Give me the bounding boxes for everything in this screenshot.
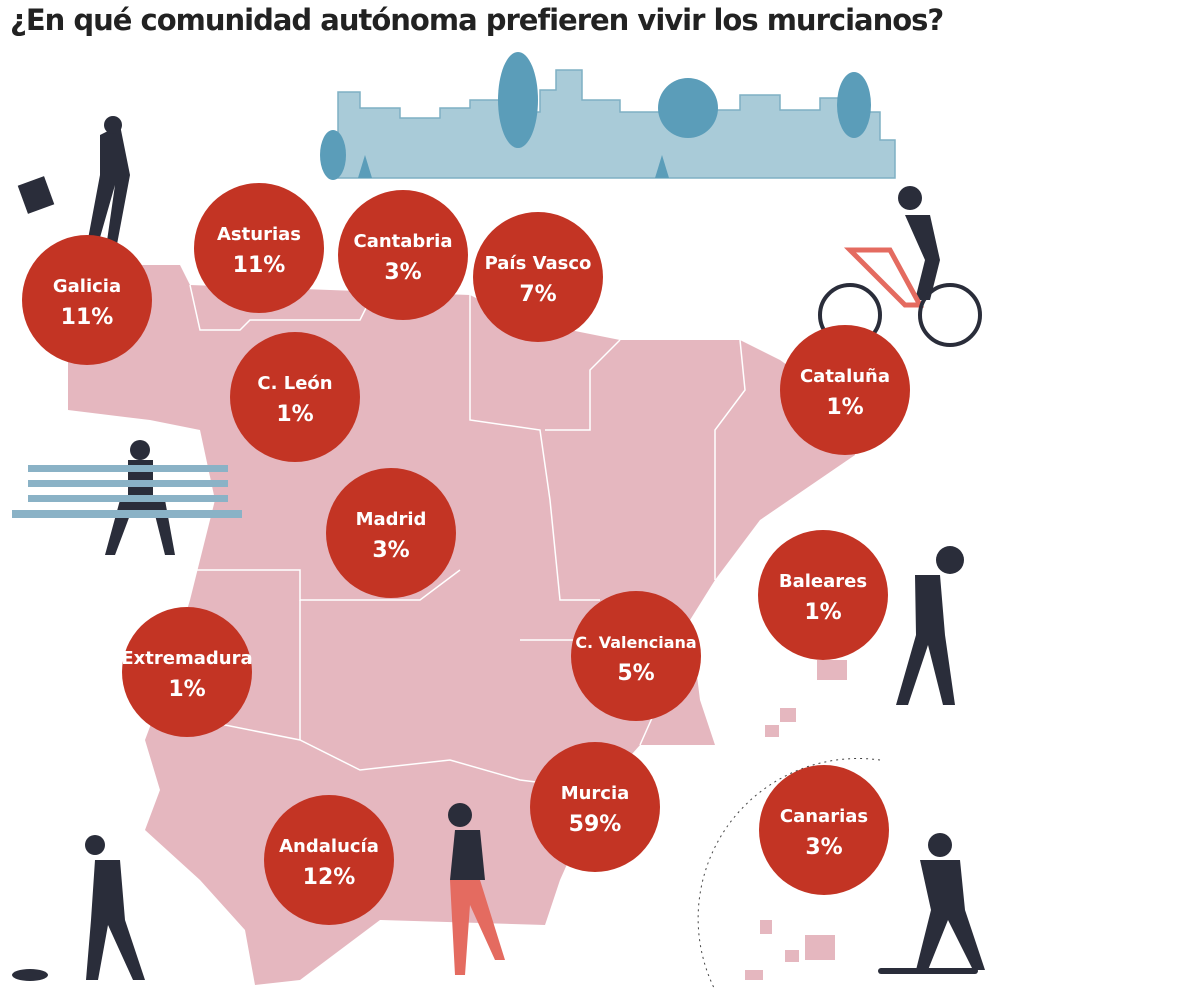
region-name: Andalucía <box>279 836 379 857</box>
bubble-circle <box>759 765 889 895</box>
skyline <box>337 69 896 179</box>
bubble-circle <box>780 325 910 455</box>
people-accents <box>12 247 982 975</box>
bubble-circle <box>530 742 660 872</box>
bubble-circle <box>571 591 701 721</box>
region-bubble: Madrid 3% <box>326 468 456 598</box>
region-bubble: Baleares 1% <box>758 530 888 660</box>
region-bubble: C. Valenciana 5% <box>571 591 701 721</box>
region-name: C. Valenciana <box>575 633 696 652</box>
bubble-circle <box>338 190 468 320</box>
region-percent: 11% <box>233 253 286 278</box>
region-percent: 7% <box>519 282 556 307</box>
bubble-circle <box>122 607 252 737</box>
region-percent: 3% <box>384 260 421 285</box>
bubble-circle <box>326 468 456 598</box>
bubble-circle <box>758 530 888 660</box>
region-percent: 12% <box>303 865 356 890</box>
region-bubble: Cantabria 3% <box>338 190 468 320</box>
region-percent: 5% <box>617 661 654 686</box>
region-name: Galicia <box>53 276 121 297</box>
bubble-circle <box>22 235 152 365</box>
region-bubble: Extremadura 1% <box>121 607 253 737</box>
region-percent: 59% <box>569 812 622 837</box>
region-percent: 1% <box>826 395 863 420</box>
region-bubble: Galicia 11% <box>22 235 152 365</box>
region-name: Cantabria <box>354 231 453 252</box>
region-percent: 1% <box>276 402 313 427</box>
region-name: C. León <box>257 373 332 394</box>
region-bubble: Andalucía 12% <box>264 795 394 925</box>
region-name: Baleares <box>779 571 867 592</box>
region-bubble: País Vasco 7% <box>473 212 603 342</box>
region-percent: 11% <box>61 305 114 330</box>
region-borders <box>189 284 746 791</box>
region-name: Cataluña <box>800 366 890 387</box>
region-bubble: Asturias 11% <box>194 183 324 313</box>
region-name: Extremadura <box>121 648 252 669</box>
region-name: Madrid <box>356 509 427 530</box>
region-bubble: Cataluña 1% <box>780 325 910 455</box>
bubble-circle <box>473 212 603 342</box>
region-percent: 1% <box>168 677 205 702</box>
region-name: Asturias <box>217 224 301 245</box>
region-bubbles: Galicia 11% Asturias 11% Cantabria 3% País Vas… <box>22 183 910 925</box>
skyline-trees <box>320 52 871 180</box>
bubble-circle <box>264 795 394 925</box>
title: ¿En qué comunidad autónoma prefieren viv… <box>10 3 943 37</box>
bubble-circle <box>194 183 324 313</box>
region-bubble: C. León 1% <box>230 332 360 462</box>
bubble-circle <box>230 332 360 462</box>
region-percent: 1% <box>804 600 841 625</box>
region-percent: 3% <box>805 835 842 860</box>
region-percent: 3% <box>372 538 409 563</box>
region-name: País Vasco <box>485 253 592 274</box>
region-bubble: Canarias 3% <box>759 765 889 895</box>
region-name: Murcia <box>561 783 630 804</box>
region-name: Canarias <box>780 806 868 827</box>
region-bubble: Murcia 59% <box>530 742 660 872</box>
